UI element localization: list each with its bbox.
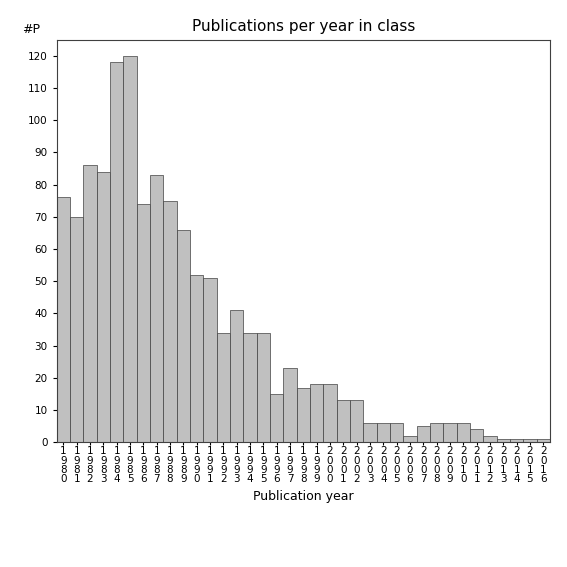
- Bar: [430, 423, 443, 442]
- Bar: [150, 175, 163, 442]
- Bar: [456, 423, 470, 442]
- Bar: [230, 310, 243, 442]
- Bar: [337, 400, 350, 442]
- Bar: [70, 217, 83, 442]
- Bar: [190, 275, 204, 442]
- Bar: [97, 172, 110, 442]
- Bar: [137, 204, 150, 442]
- Text: #P: #P: [22, 23, 40, 36]
- Bar: [297, 387, 310, 442]
- Bar: [257, 333, 270, 442]
- Bar: [350, 400, 363, 442]
- Bar: [284, 368, 297, 442]
- Bar: [510, 439, 523, 442]
- Bar: [323, 384, 337, 442]
- Bar: [270, 394, 284, 442]
- X-axis label: Publication year: Publication year: [253, 489, 354, 502]
- Bar: [310, 384, 323, 442]
- Bar: [110, 62, 124, 442]
- Bar: [523, 439, 536, 442]
- Title: Publications per year in class: Publications per year in class: [192, 19, 415, 35]
- Bar: [243, 333, 257, 442]
- Bar: [470, 429, 483, 442]
- Bar: [417, 426, 430, 442]
- Bar: [363, 423, 376, 442]
- Bar: [390, 423, 403, 442]
- Bar: [177, 230, 190, 442]
- Bar: [497, 439, 510, 442]
- Bar: [204, 278, 217, 442]
- Bar: [376, 423, 390, 442]
- Bar: [217, 333, 230, 442]
- Bar: [536, 439, 550, 442]
- Bar: [443, 423, 456, 442]
- Bar: [163, 201, 177, 442]
- Bar: [83, 166, 97, 442]
- Bar: [57, 197, 70, 442]
- Bar: [483, 436, 497, 442]
- Bar: [403, 436, 417, 442]
- Bar: [124, 56, 137, 442]
